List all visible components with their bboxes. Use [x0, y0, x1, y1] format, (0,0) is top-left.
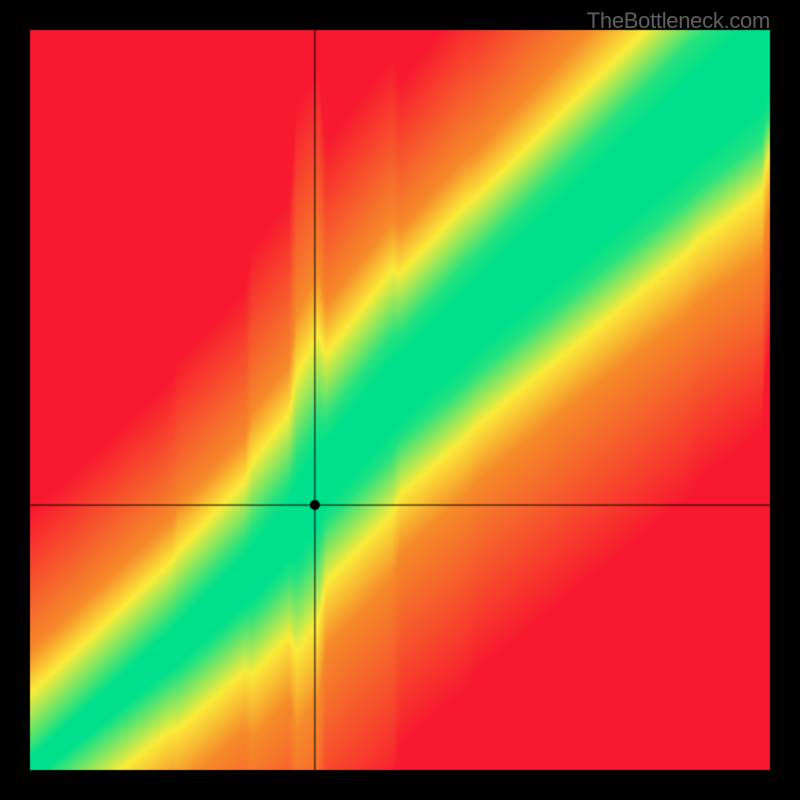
watermark-text: TheBottleneck.com — [587, 8, 770, 34]
bottleneck-heatmap-container: TheBottleneck.com — [0, 0, 800, 800]
heatmap-canvas — [0, 0, 800, 800]
